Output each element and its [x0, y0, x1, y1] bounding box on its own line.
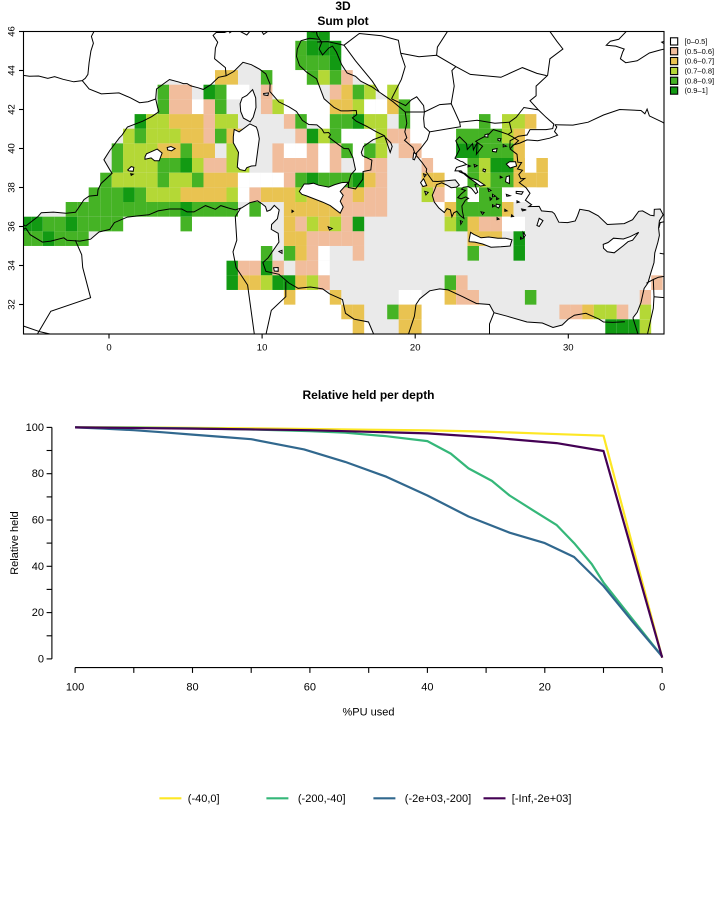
svg-text:40: 40 — [421, 682, 433, 694]
svg-text:10: 10 — [257, 343, 268, 354]
svg-text:42: 42 — [7, 104, 18, 115]
svg-text:60: 60 — [304, 682, 316, 694]
svg-text:80: 80 — [32, 468, 44, 480]
svg-text:(-200,-40]: (-200,-40] — [298, 793, 346, 805]
svg-text:Relative held per depth: Relative held per depth — [302, 388, 434, 402]
svg-text:30: 30 — [563, 343, 574, 354]
svg-text:80: 80 — [186, 682, 198, 694]
svg-text:(0.7–0.8]: (0.7–0.8] — [685, 67, 715, 76]
svg-text:100: 100 — [26, 422, 44, 434]
svg-text:(0.8–0.9]: (0.8–0.9] — [685, 76, 715, 85]
svg-text:60: 60 — [32, 515, 44, 527]
svg-text:3D: 3D — [335, 0, 351, 13]
svg-text:(-40,0]: (-40,0] — [188, 793, 220, 805]
svg-text:Relative held: Relative held — [9, 511, 21, 575]
svg-text:32: 32 — [7, 299, 18, 310]
svg-text:20: 20 — [32, 607, 44, 619]
svg-text:(0.9–1]: (0.9–1] — [685, 86, 708, 95]
svg-text:[-Inf,-2e+03]: [-Inf,-2e+03] — [512, 793, 572, 805]
svg-text:0: 0 — [659, 682, 665, 694]
svg-text:Sum plot: Sum plot — [317, 14, 368, 28]
svg-text:100: 100 — [66, 682, 84, 694]
svg-text:38: 38 — [7, 182, 18, 193]
svg-text:%PU used: %PU used — [343, 707, 395, 719]
svg-text:(0.5–0.6]: (0.5–0.6] — [685, 47, 715, 56]
svg-text:(-2e+03,-200]: (-2e+03,-200] — [405, 793, 471, 805]
svg-text:20: 20 — [410, 343, 421, 354]
svg-text:0: 0 — [38, 653, 44, 665]
svg-text:44: 44 — [7, 65, 18, 76]
svg-text:[0–0.5]: [0–0.5] — [685, 37, 708, 46]
svg-text:40: 40 — [32, 561, 44, 573]
svg-text:34: 34 — [7, 260, 18, 271]
svg-text:0: 0 — [106, 343, 111, 354]
svg-text:46: 46 — [7, 26, 18, 37]
svg-text:(0.6–0.7]: (0.6–0.7] — [685, 57, 715, 66]
svg-text:20: 20 — [539, 682, 551, 694]
svg-text:40: 40 — [7, 143, 18, 154]
svg-text:36: 36 — [7, 221, 18, 232]
